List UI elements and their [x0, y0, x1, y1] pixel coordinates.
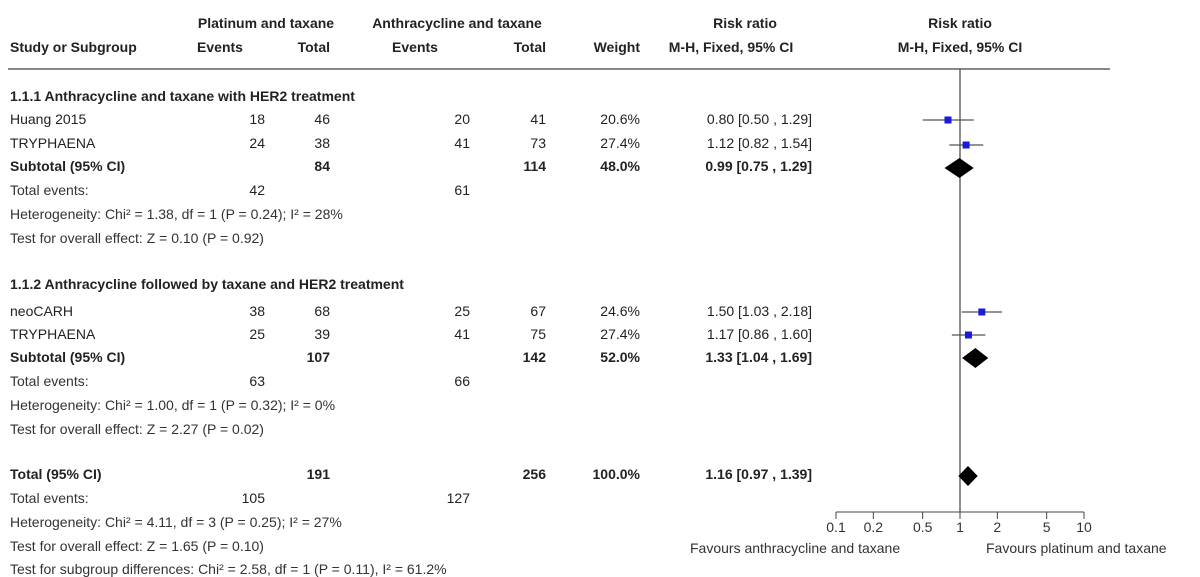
weight-header: Weight	[593, 39, 640, 55]
study-name: Huang 2015	[10, 111, 87, 127]
study-ci: 1.17 [0.86 , 1.60]	[706, 326, 812, 342]
subtotal-total1: 107	[306, 349, 330, 365]
group2-header: Anthracycline and taxane	[372, 15, 542, 31]
favours-right-label: Favours platinum and taxane	[986, 540, 1167, 556]
heterogeneity-text: Heterogeneity: Chi² = 1.00, df = 1 (P = …	[10, 397, 336, 413]
study-total1: 68	[314, 303, 330, 319]
total-ci: 1.16 [0.97 , 1.39]	[705, 466, 812, 482]
total-events1: 63	[249, 373, 265, 389]
total2-header: Total	[513, 39, 546, 55]
events2-header: Events	[392, 39, 438, 55]
x-tick-label: 0.1	[826, 519, 846, 535]
study-col-header: Study or Subgroup	[10, 39, 137, 55]
total-events-label: Total events:	[10, 182, 89, 198]
study-events2: 41	[454, 326, 470, 342]
study-total2: 73	[530, 135, 546, 151]
x-tick-label: 0.2	[864, 519, 884, 535]
x-tick-label: 1	[956, 519, 964, 535]
heterogeneity-text: Heterogeneity: Chi² = 4.11, df = 3 (P = …	[10, 514, 342, 530]
study-ci: 0.80 [0.50 , 1.29]	[706, 111, 812, 127]
total-weight: 100.0%	[592, 466, 640, 482]
pooled-diamond	[958, 466, 978, 486]
study-name: TRYPHAENA	[10, 135, 96, 151]
overall-effect-text: Test for overall effect: Z = 2.27 (P = 0…	[10, 421, 264, 437]
study-events1: 24	[249, 135, 265, 151]
study-events1: 38	[249, 303, 265, 319]
study-total1: 38	[314, 135, 330, 151]
study-total1: 46	[314, 111, 330, 127]
study-events1: 18	[249, 111, 265, 127]
subtotal-total2: 114	[523, 158, 546, 174]
pooled-diamond	[962, 348, 989, 368]
total-events-label: Total events:	[10, 490, 89, 506]
study-ci: 1.50 [1.03 , 2.18]	[706, 303, 812, 319]
study-weight: 24.6%	[600, 303, 640, 319]
events1-header: Events	[197, 39, 243, 55]
study-weight: 27.4%	[600, 135, 640, 151]
subtotal-label: Subtotal (95% CI)	[10, 158, 126, 174]
total-total1: 191	[306, 466, 330, 482]
study-events1: 25	[249, 326, 265, 342]
study-name: neoCARH	[10, 303, 74, 319]
total-events2: 61	[454, 182, 470, 198]
study-events2: 41	[454, 135, 470, 151]
subtotal-ci: 1.33 [1.04 , 1.69]	[705, 349, 812, 365]
subtotal-label: Subtotal (95% CI)	[10, 349, 126, 365]
total-events2: 127	[446, 490, 470, 506]
study-total2: 41	[530, 111, 546, 127]
pooled-diamond	[944, 158, 974, 178]
x-tick-label: 10	[1076, 519, 1092, 535]
heterogeneity-text: Heterogeneity: Chi² = 1.38, df = 1 (P = …	[10, 206, 343, 222]
overall-effect-text: Test for overall effect: Z = 1.65 (P = 0…	[10, 538, 264, 554]
study-name: TRYPHAENA	[10, 326, 96, 342]
favours-left-label: Favours anthracycline and taxane	[690, 540, 901, 556]
study-events2: 20	[454, 111, 470, 127]
total-label: Total (95% CI)	[10, 466, 102, 482]
overall-effect-text: Test for overall effect: Z = 0.10 (P = 0…	[10, 230, 264, 246]
subtotal-ci: 0.99 [0.75 , 1.29]	[705, 158, 812, 174]
study-events2: 25	[454, 303, 470, 319]
subtotal-weight: 52.0%	[600, 349, 640, 365]
study-point	[962, 141, 970, 149]
study-point	[964, 331, 972, 339]
study-ci: 1.12 [0.82 , 1.54]	[706, 135, 812, 151]
study-total1: 39	[314, 326, 330, 342]
total-events1: 42	[249, 182, 265, 198]
subgroup-1-title: 1.1.1 Anthracycline and taxane with HER2…	[10, 88, 355, 104]
study-weight: 20.6%	[600, 111, 640, 127]
group1-header: Platinum and taxane	[197, 15, 335, 31]
method-plot-header: M-H, Fixed, 95% CI	[897, 39, 1023, 55]
subtotal-total1: 84	[314, 158, 330, 174]
rr-numeric-title: Risk ratio	[713, 15, 777, 31]
study-point	[978, 308, 986, 316]
subtotal-weight: 48.0%	[600, 158, 640, 174]
total-total2: 256	[522, 466, 546, 482]
study-total2: 75	[530, 326, 546, 342]
total-events1: 105	[241, 490, 265, 506]
x-tick-label: 2	[993, 519, 1001, 535]
rr-plot-title: Risk ratio	[928, 15, 992, 31]
study-point	[944, 116, 952, 124]
total1-header: Total	[297, 39, 330, 55]
total-events2: 66	[454, 373, 470, 389]
subgroup-2-title: 1.1.2 Anthracycline followed by taxane a…	[10, 276, 404, 292]
subgroup-differences-text: Test for subgroup differences: Chi² = 2.…	[10, 561, 447, 577]
method-numeric-header: M-H, Fixed, 95% CI	[668, 39, 794, 55]
subtotal-total2: 142	[522, 349, 546, 365]
study-weight: 27.4%	[600, 326, 640, 342]
total-events-label: Total events:	[10, 373, 89, 389]
study-total2: 67	[530, 303, 546, 319]
x-tick-label: 5	[1043, 519, 1051, 535]
x-tick-label: 0.5	[913, 519, 933, 535]
